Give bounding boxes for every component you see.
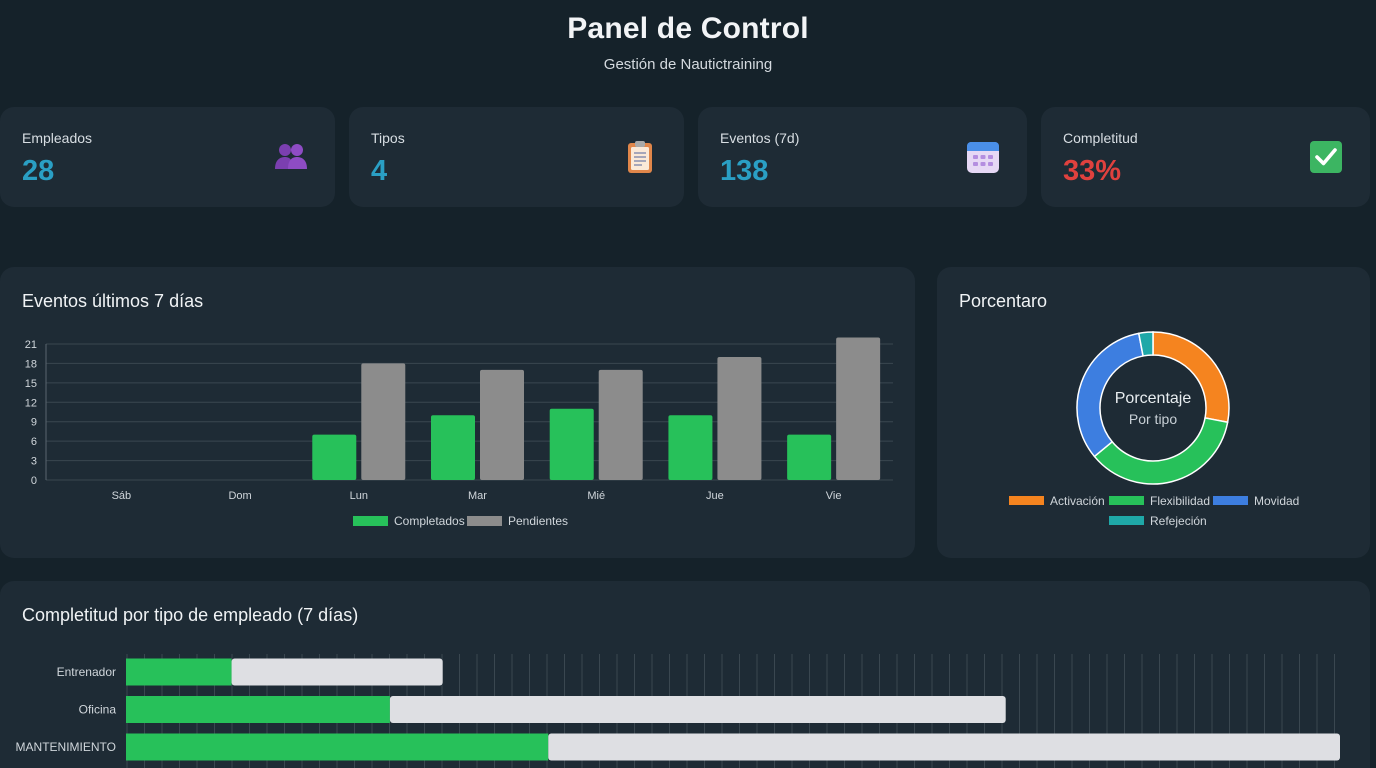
hbar-pendientes[interactable] <box>231 658 443 686</box>
x-tick-label: Vie <box>826 490 842 502</box>
y-tick-label: 12 <box>25 397 37 409</box>
hbar-completados[interactable] <box>126 658 232 686</box>
legend-label: Movidad <box>1254 494 1299 508</box>
legend-label: Flexibilidad <box>1150 494 1210 508</box>
panel-title: Porcentaro <box>959 291 1048 311</box>
legend-swatch <box>1213 496 1248 505</box>
legend-item-2[interactable]: Movidad <box>1213 494 1299 508</box>
stat-value: 138 <box>720 155 769 187</box>
y-tick-label: MANTENIMIENTO <box>16 740 116 754</box>
bar-pendientes[interactable] <box>717 356 762 480</box>
legend-item-pendientes[interactable]: Pendientes <box>467 514 568 528</box>
completion-chart-panel: Completitud por tipo de empleado (7 días… <box>0 581 1370 768</box>
legend-swatch <box>467 516 502 526</box>
legend-label: Pendientes <box>508 514 568 528</box>
users-icon <box>273 139 309 175</box>
bar-completados[interactable] <box>312 434 357 480</box>
bar-pendientes[interactable] <box>480 369 524 480</box>
legend-label: Activación <box>1050 494 1105 508</box>
donut-center-subtitle: Por tipo <box>1129 411 1177 427</box>
stat-label: Completitud <box>1063 130 1138 146</box>
events-chart-panel: Eventos últimos 7 días 0 3 6 9 12 15 18 21 Sáb Do… <box>0 267 915 558</box>
x-tick-label: Mar <box>468 490 487 502</box>
bar-completados[interactable] <box>668 415 713 480</box>
y-tick-label: 3 <box>31 456 37 468</box>
donut-chart-panel: Porcentaro Porcentaje Por tipo Activación F… <box>937 267 1370 558</box>
donut-slice-3[interactable] <box>1137 331 1154 357</box>
legend-swatch <box>353 516 388 526</box>
y-tick-label: 9 <box>31 417 37 429</box>
type-donut-chart: Porcentaje Por tipo Activación Flexibilidad… <box>1009 331 1299 528</box>
stat-card-empleados[interactable]: Empleados 28 <box>0 107 335 207</box>
x-tick-label: Jue <box>706 490 724 502</box>
legend-label: Completados <box>394 514 465 528</box>
hbar-completados[interactable] <box>126 733 549 761</box>
bar-pendientes[interactable] <box>361 363 406 480</box>
legend-label: Refejeción <box>1150 514 1207 528</box>
clipboard-icon <box>622 139 658 175</box>
y-tick-label: 18 <box>25 358 37 370</box>
y-tick-label: 21 <box>25 339 37 351</box>
legend-item-3[interactable]: Refejeción <box>1109 514 1207 528</box>
y-tick-label: Entrenador <box>57 665 116 679</box>
y-tick-label: 6 <box>31 436 37 448</box>
completion-hbar-chart: Entrenador Oficina MANTENIMIENTO <box>16 654 1340 768</box>
donut-slice-0[interactable] <box>1152 331 1230 424</box>
hbar-pendientes[interactable] <box>548 733 1340 761</box>
page-subtitle: Gestión de Nautictraining <box>603 56 773 73</box>
x-tick-label: Dom <box>228 490 251 502</box>
donut-slice-1[interactable] <box>1093 417 1229 485</box>
bar-pendientes[interactable] <box>836 337 881 480</box>
y-tick-label: 15 <box>25 378 37 390</box>
bar-completados[interactable] <box>431 415 475 480</box>
events-bar-chart: 0 3 6 9 12 15 18 21 Sáb Dom Lun Mar Mié Jue Vie Complet… <box>25 337 893 528</box>
page-header: Panel de Control Gestión de Nautictraini… <box>0 12 1376 73</box>
stat-label: Empleados <box>22 130 93 146</box>
y-tick-label: 0 <box>31 475 37 487</box>
legend-item-1[interactable]: Flexibilidad <box>1109 494 1210 508</box>
stat-value: 4 <box>371 155 388 187</box>
stat-label: Eventos (7d) <box>720 130 800 146</box>
legend-item-0[interactable]: Activación <box>1009 494 1105 508</box>
stat-card-eventos[interactable]: Eventos (7d) 138 <box>698 107 1027 207</box>
bar-pendientes[interactable] <box>598 369 643 480</box>
legend-swatch <box>1109 516 1144 525</box>
stat-label: Tipos <box>371 130 405 146</box>
hbar-pendientes[interactable] <box>389 696 1006 723</box>
x-tick-label: Mié <box>587 490 605 502</box>
y-tick-label: Oficina <box>79 703 117 717</box>
x-tick-label: Lun <box>350 490 368 502</box>
check-icon <box>1308 139 1344 175</box>
legend-item-completados[interactable]: Completados <box>353 514 465 528</box>
stat-value: 33% <box>1063 155 1122 187</box>
x-tick-label: Sáb <box>112 490 132 502</box>
page-title: Panel de Control <box>567 12 809 45</box>
stat-card-tipos[interactable]: Tipos 4 <box>349 107 684 207</box>
hbar-completados[interactable] <box>126 696 390 723</box>
panel-title: Eventos últimos 7 días <box>22 291 204 311</box>
stat-card-completitud[interactable]: Completitud 33% <box>1041 107 1370 207</box>
legend-swatch <box>1009 496 1044 505</box>
bar-completados[interactable] <box>787 434 832 480</box>
panel-title: Completitud por tipo de empleado (7 días… <box>22 605 359 625</box>
legend-swatch <box>1109 496 1144 505</box>
bar-completados[interactable] <box>549 408 594 480</box>
stat-value: 28 <box>22 155 55 187</box>
donut-center-title: Porcentaje <box>1115 390 1192 407</box>
calendar-icon <box>965 139 1001 175</box>
